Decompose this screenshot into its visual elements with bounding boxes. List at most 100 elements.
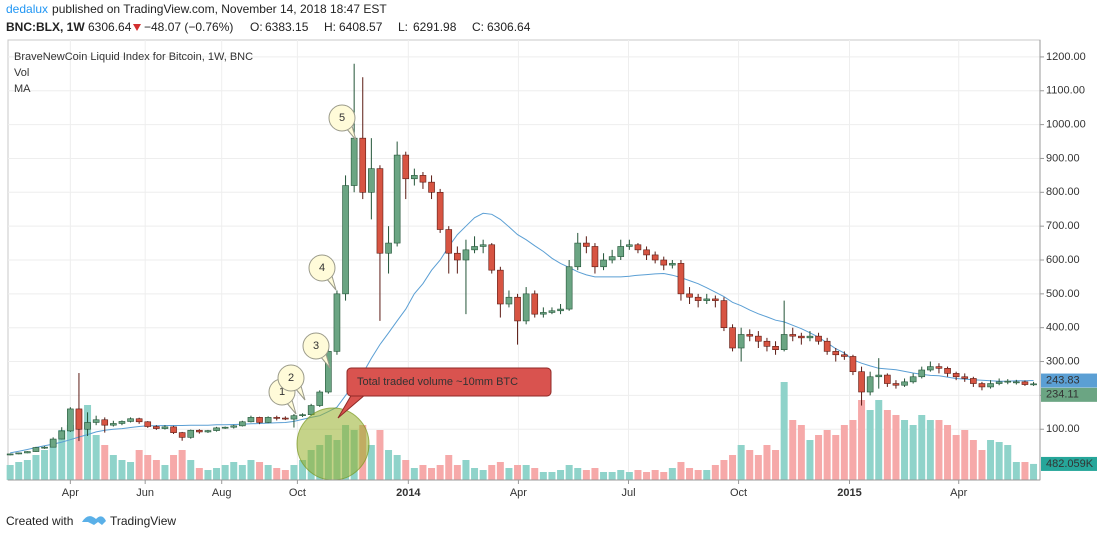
candle-body [161, 426, 169, 429]
ohlc-values: O: 6383.15 H: 6408.57 L: 6291.98 C: 6306.64 [250, 20, 531, 34]
candle-body [290, 415, 298, 420]
candle-body [866, 376, 874, 393]
volume-bar [428, 468, 436, 480]
candle-body [669, 263, 676, 266]
candle-body [187, 429, 195, 438]
volume-bar [720, 460, 728, 480]
volume-bar [978, 450, 986, 480]
x-tick-label: Aug [212, 487, 232, 499]
author[interactable]: dedalux [6, 2, 48, 16]
candle-body [1021, 381, 1029, 385]
volume-bar [849, 420, 857, 480]
y-tick-label: 100.00 [1046, 423, 1080, 435]
volume-bar [875, 400, 883, 480]
volume-bar [256, 462, 264, 480]
volume-bar [23, 460, 31, 480]
candle-body [49, 438, 57, 448]
candle-body [239, 421, 246, 427]
volume-bar [445, 455, 453, 480]
volume-bar [92, 435, 100, 480]
volume-bar [385, 450, 393, 480]
volume-bar [668, 468, 676, 480]
candle-body [651, 254, 659, 261]
candle-body [350, 137, 358, 186]
volume-bar [944, 425, 952, 480]
volume-bar [780, 382, 788, 480]
candle-body [58, 430, 66, 440]
volume-bar [694, 470, 702, 480]
bubble-label: 3 [313, 340, 319, 352]
volume-highlight [296, 407, 370, 481]
candle-body [780, 334, 788, 350]
candle-body [522, 293, 530, 322]
candle-body [221, 426, 229, 429]
volume-bar [935, 420, 943, 480]
annotations: 12 3 4 5 Total traded volume ~10mm BTC [268, 104, 552, 481]
volume-last-label-box [1041, 456, 1097, 471]
footer-brand[interactable]: TradingView [110, 514, 176, 528]
volume-bar [608, 472, 616, 480]
volume-bar [376, 430, 384, 480]
volume-bar [238, 465, 246, 480]
volume-bar [574, 468, 582, 480]
candle-body [488, 244, 496, 271]
chart-title: BraveNewCoin Liquid Index for Bitcoin, 1… [14, 51, 253, 63]
candle-body [712, 298, 719, 301]
candle-body [875, 374, 883, 378]
ohlc-value: 6306.64 [487, 20, 531, 34]
candle-body [987, 383, 994, 388]
bubble-label: 4 [319, 262, 325, 274]
candle-body [92, 419, 100, 423]
candle-body [944, 368, 951, 374]
down-arrow [133, 24, 141, 31]
volume-bar [505, 468, 513, 480]
volume-bar [144, 455, 152, 480]
candle-body [884, 374, 891, 384]
volume-bar [531, 468, 539, 480]
volume-bar [969, 440, 977, 480]
candle-body [849, 356, 857, 372]
bubble-label: 5 [339, 112, 345, 124]
candle-body [127, 418, 134, 422]
volume-bar [600, 472, 608, 480]
candle-body [213, 427, 220, 431]
volume-bar [961, 430, 969, 480]
candle-body [419, 175, 427, 183]
volume-bar [204, 470, 212, 480]
byline-text: published on TradingView.com, November 1… [52, 2, 387, 16]
volume-bar [746, 450, 754, 480]
candle-body [608, 256, 616, 261]
ohlc-value: 6291.98 [413, 20, 457, 34]
candle-body [32, 447, 40, 452]
volume-bar [703, 470, 711, 480]
candle-body [574, 242, 582, 268]
ma-last-label: 243.83 [1046, 374, 1080, 386]
candle-body [110, 423, 117, 426]
volume-bar [591, 468, 599, 480]
volume-bar [565, 465, 573, 480]
volume-bar [436, 465, 444, 480]
candle-body [1004, 380, 1012, 383]
volume-bar [66, 425, 74, 480]
candle-body [746, 334, 754, 337]
y-tick-label: 500.00 [1046, 288, 1080, 300]
candle-body [368, 168, 375, 193]
candle-body [230, 425, 238, 428]
candle-body [376, 168, 384, 254]
close-last-label-box [1041, 387, 1097, 402]
volume-bar [858, 400, 866, 480]
ohlc-key: H: [324, 20, 336, 34]
volume-bar [84, 405, 92, 480]
x-tick-label: Apr [950, 487, 967, 499]
volume-bar [1021, 462, 1029, 480]
candle-body [118, 421, 126, 424]
ohlc-key: L: [398, 20, 408, 34]
volume-bar [247, 460, 255, 480]
ohlc-value: 6383.15 [265, 20, 309, 34]
candle-body [720, 300, 728, 328]
volume-bar [617, 470, 625, 480]
volume-bar [651, 470, 659, 480]
y-tick-label: 1200.00 [1046, 51, 1086, 63]
y-tick-label: 1100.00 [1046, 85, 1085, 97]
